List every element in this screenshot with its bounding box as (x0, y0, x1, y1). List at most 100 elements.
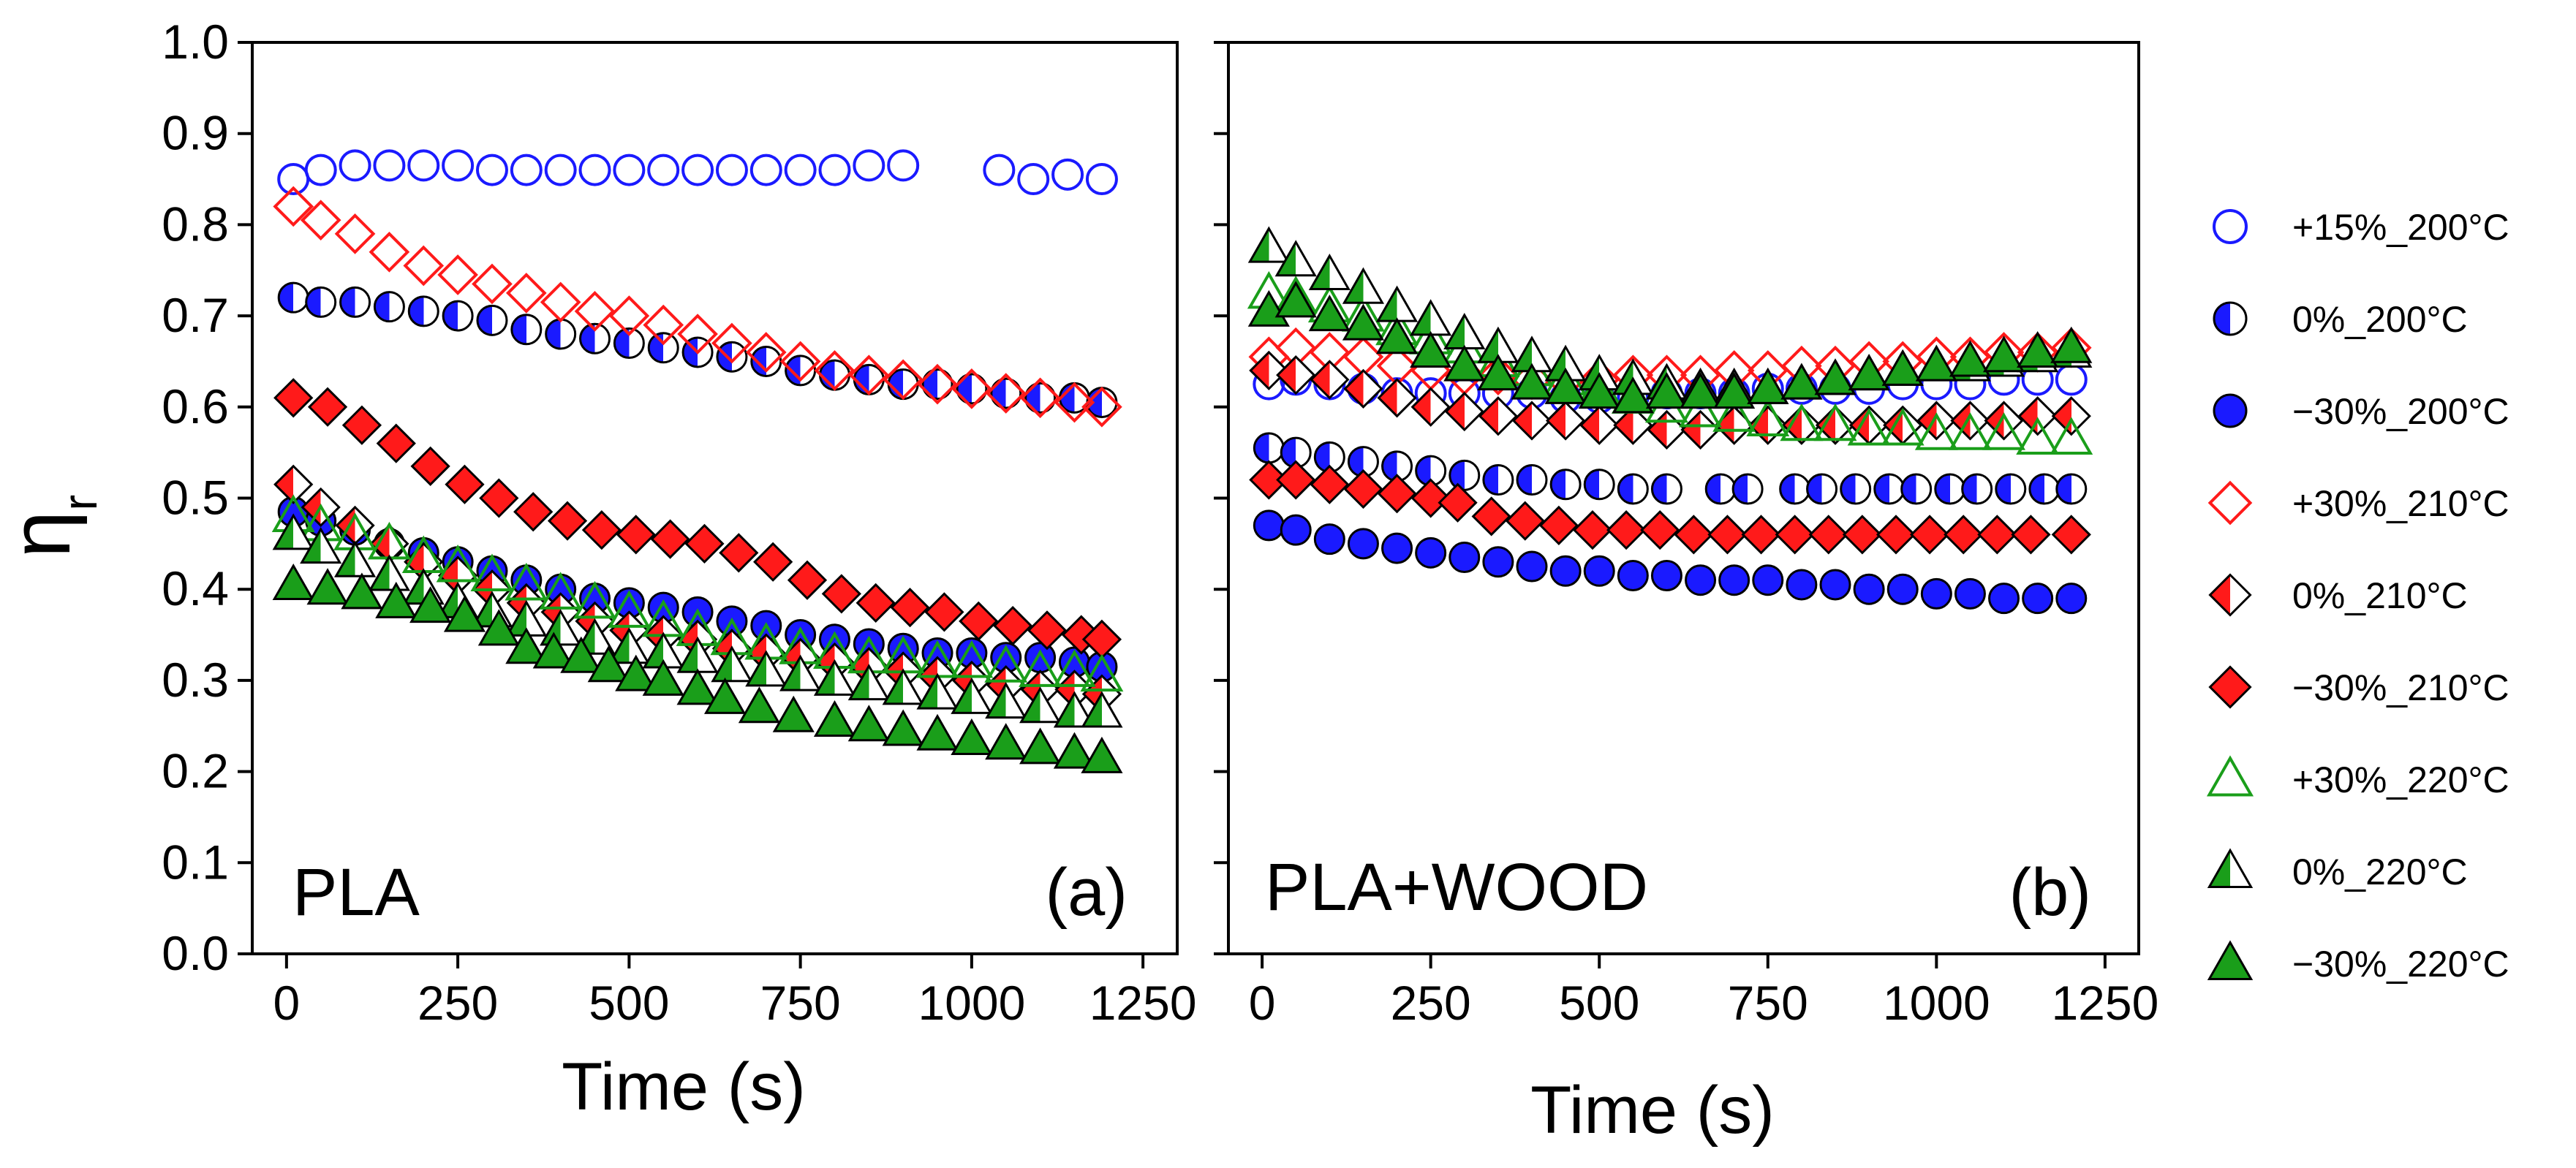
data-point (1342, 267, 1385, 304)
legend-label: −30%_200°C (2292, 391, 2509, 432)
y-tick-label: 0.4 (162, 561, 229, 615)
y-tick-label: 0.6 (162, 379, 229, 433)
data-point (273, 378, 314, 418)
legend-marker (2208, 573, 2252, 617)
data-point (273, 186, 314, 227)
data-point (1053, 691, 1096, 728)
y-tick-label: 0.9 (162, 106, 229, 160)
data-point (1410, 299, 1452, 336)
data-point (642, 659, 684, 696)
data-point (984, 645, 1028, 683)
y-tick-label: 0.0 (162, 926, 229, 980)
data-point (1549, 555, 1582, 587)
data-point (532, 632, 575, 669)
data-point (1650, 473, 1682, 505)
data-point (749, 153, 782, 186)
data-point (1482, 464, 1514, 496)
data-point (615, 654, 657, 691)
data-point (373, 291, 405, 323)
data-point (341, 405, 382, 445)
legend-item: +15%_200°C (2213, 207, 2509, 248)
data-point (1478, 354, 1519, 395)
data-point (1019, 649, 1062, 687)
data-point (1381, 532, 1413, 564)
data-point (745, 332, 787, 373)
data-point (1900, 473, 1933, 505)
data-point (1914, 412, 1958, 450)
data-point (1781, 405, 1822, 445)
data-point (1024, 382, 1057, 414)
panel-a-x-tick-label: 0 (273, 976, 300, 1030)
data-point (1813, 403, 1857, 441)
data-point (616, 515, 656, 555)
data-point (1949, 340, 1992, 377)
data-point (647, 332, 679, 364)
legend-marker (2213, 209, 2248, 244)
data-point (1054, 382, 1095, 423)
data-point (883, 359, 924, 401)
data-point (1842, 515, 1883, 555)
legend-item: +30%_220°C (2206, 755, 2509, 800)
legend-item: 0%_210°C (2208, 573, 2468, 617)
data-point (818, 153, 851, 186)
data-point (1961, 473, 1993, 505)
data-point (1080, 653, 1124, 692)
data-point (684, 523, 725, 564)
data-point (1718, 564, 1750, 596)
data-point (2055, 473, 2088, 505)
data-point (1645, 372, 1688, 409)
data-point (1448, 542, 1481, 574)
data-point (2028, 473, 2061, 505)
panel-b-x-tick-label: 250 (1391, 976, 1471, 1030)
data-point (376, 423, 416, 463)
data-point (1752, 564, 1784, 596)
data-point (1081, 691, 1123, 728)
data-point (813, 699, 856, 737)
data-point (272, 513, 314, 550)
data-point (1347, 528, 1379, 560)
data-point (1482, 546, 1514, 578)
y-axis-title-main: η (0, 511, 88, 558)
data-point (587, 645, 630, 683)
data-point (1814, 358, 1857, 395)
data-point (1343, 368, 1383, 409)
data-point (1444, 391, 1484, 432)
data-point (373, 149, 406, 182)
data-point (2050, 326, 2093, 363)
legend-label: 0%_220°C (2292, 852, 2468, 892)
panel-b-x-tick-label: 750 (1728, 976, 1808, 1030)
data-point (887, 149, 920, 182)
data-point (1612, 376, 1654, 414)
data-point (1988, 583, 2020, 615)
data-point (1027, 610, 1068, 651)
data-point (608, 295, 650, 336)
data-point (1549, 469, 1582, 501)
data-point (273, 464, 314, 504)
panel-a-x-tick-label: 1250 (1089, 976, 1197, 1030)
data-point (1617, 473, 1649, 505)
data-point (1410, 478, 1451, 518)
data-point (2016, 417, 2060, 455)
panel-a-title: PLA (292, 855, 420, 930)
data-point (745, 650, 787, 687)
panel-a-series-0 (277, 149, 1118, 196)
data-point (716, 341, 748, 373)
legend-marker (2207, 848, 2254, 888)
data-point (579, 322, 611, 354)
panel-a-series-8 (272, 563, 1123, 773)
data-point (956, 373, 988, 405)
data-point (1538, 505, 1579, 546)
data-point (985, 682, 1027, 719)
data-point (711, 645, 753, 683)
data-point (409, 586, 452, 623)
data-point (1806, 473, 1838, 505)
data-point (443, 595, 486, 632)
data-point (983, 153, 1016, 186)
data-point (368, 554, 410, 591)
data-point (407, 295, 439, 327)
data-point (1982, 335, 2025, 373)
data-point (2017, 396, 2058, 436)
panel-b-x-axis-title: Time (s) (1530, 1073, 1775, 1148)
data-point (1775, 515, 1815, 555)
